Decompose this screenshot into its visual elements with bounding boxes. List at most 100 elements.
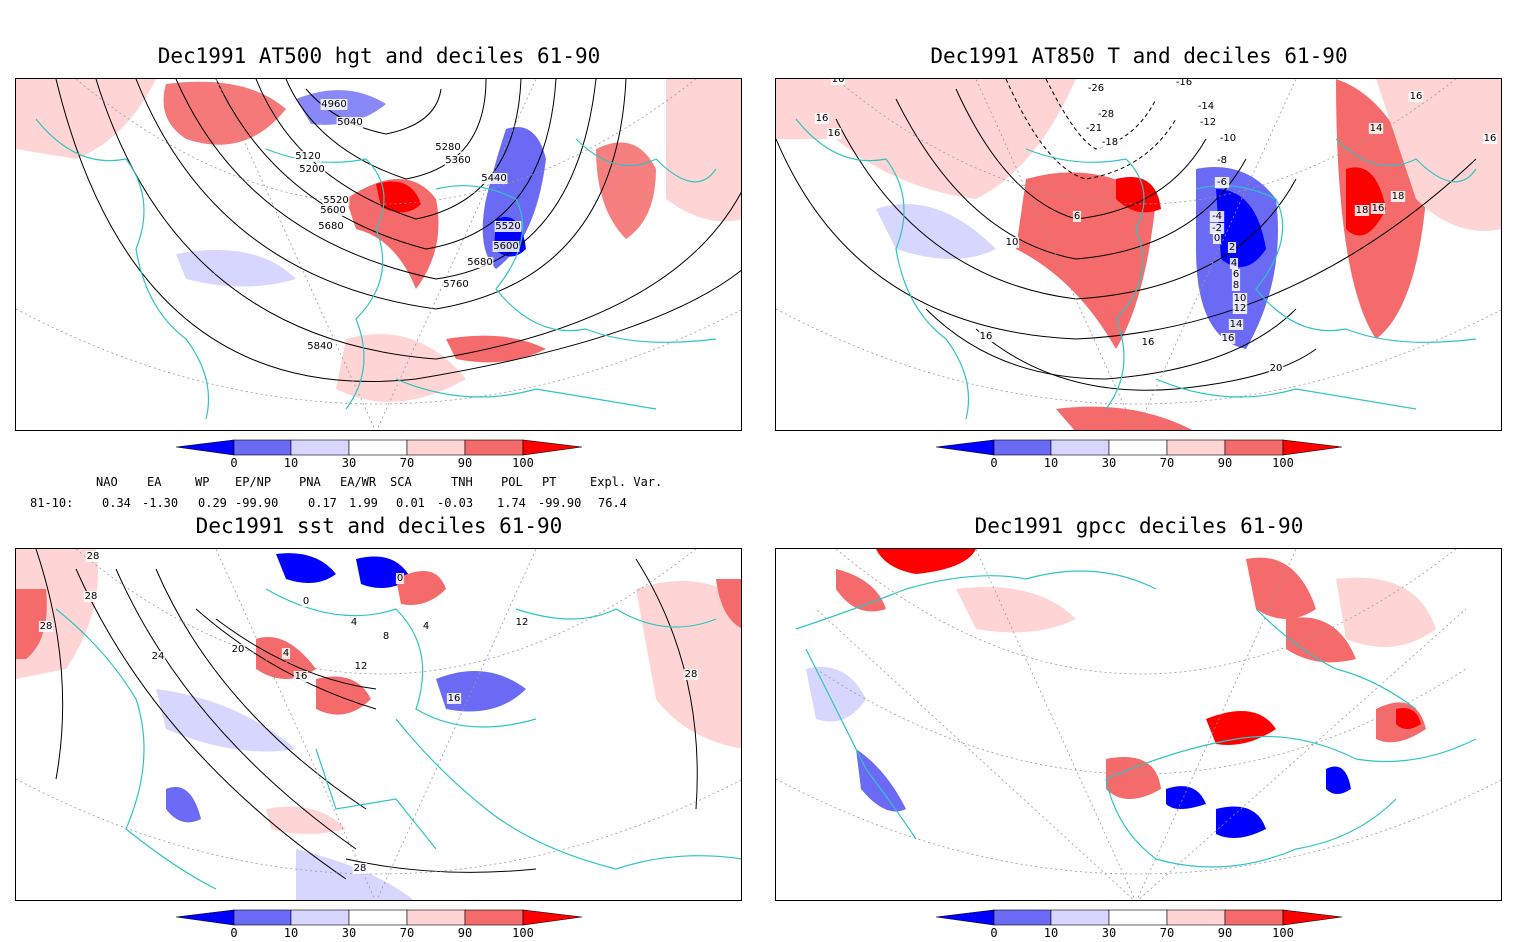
contour-label: 16 (1372, 203, 1385, 214)
contour-label-bg (446, 693, 462, 704)
contour-label: 28 (87, 551, 100, 562)
contour-label: 5120 (295, 151, 320, 162)
contour-label: 28 (85, 591, 98, 602)
contour-label-bg (1099, 137, 1121, 148)
contour-label: 16 (1142, 337, 1155, 348)
index-value-cell: -0.03 (437, 496, 474, 510)
colorbar-segment (290, 909, 350, 926)
colorbar-segment (935, 909, 995, 926)
colorbar-segment (406, 909, 466, 926)
contour-label: 4 (283, 648, 289, 659)
colorbar-t850 (935, 439, 1343, 456)
contour-label-bg (830, 79, 846, 85)
contour-label: -14 (1198, 101, 1214, 112)
colorbar-tick-label: 70 (399, 926, 415, 940)
contour-label-bg (444, 155, 472, 166)
contour-label-bg (1173, 79, 1195, 88)
contour-label: 14 (1370, 123, 1383, 134)
contour-label-bg (434, 142, 462, 153)
colorbar-segment (1108, 909, 1168, 926)
colorbar-segment (1050, 439, 1110, 456)
contour-label: 4 (1231, 258, 1237, 269)
colorbar-segment (1224, 909, 1284, 926)
contour-label-bg (1370, 203, 1386, 214)
contour-label-bg (281, 648, 291, 659)
contour-label-bg (466, 257, 494, 268)
index-header-cell: PT (542, 475, 557, 489)
colorbar-segment (233, 439, 292, 456)
contour-label-bg (1072, 211, 1082, 222)
contour-label-bg (301, 596, 311, 607)
contour-label-bg (1231, 269, 1241, 280)
colorbar-segment (1282, 909, 1343, 926)
index-header-cell: EA (147, 475, 162, 489)
contour-label-bg (1408, 91, 1424, 102)
colorbar-segment (1282, 439, 1343, 456)
colorbar-tick-label: 70 (1159, 456, 1175, 470)
colorbar-ticks-hgt500: 0 10 30 70 90 100 (174, 456, 594, 472)
contour-label-bg (353, 661, 369, 672)
colorbar-tick-label: 90 (1217, 456, 1233, 470)
colorbar-segment (935, 439, 995, 456)
contour-label-bg (1209, 223, 1225, 234)
index-value-cell: 1.74 (497, 496, 526, 510)
contour-label: 24 (152, 651, 165, 662)
contour-label-bg (1268, 363, 1284, 374)
index-header-row: NAO EA WP EP/NP PNA EA/WR SCA TNH POL PT Expl. Var… (30, 475, 730, 491)
index-value-cell: 0.29 (198, 496, 227, 510)
contour-label-bg (1220, 333, 1236, 344)
contour-label-bg (320, 99, 348, 110)
colorbar-tick-label: 30 (1101, 456, 1117, 470)
contour-label: -21 (1086, 123, 1102, 134)
colorbar-segment (406, 439, 466, 456)
index-header-cell: NAO (96, 475, 118, 489)
contour-label: -12 (1200, 117, 1216, 128)
contour-label: 18 (1392, 191, 1405, 202)
colorbar-segment (1166, 909, 1226, 926)
contour-label: 0 (397, 573, 403, 584)
colorbar-segment (348, 439, 408, 456)
contour-label-bg (492, 241, 520, 252)
contour-label: -16 (1176, 79, 1192, 88)
colorbar-ticks-sst: 0 10 30 70 90 100 (174, 926, 594, 942)
contour-label-bg (1368, 123, 1384, 134)
colorbar-segment (1166, 439, 1226, 456)
map-panel-gpcc (775, 548, 1502, 901)
panel-title-gpcc: Dec1991 gpcc deciles 61-90 (974, 514, 1304, 538)
contour-label-bg (1390, 191, 1406, 202)
contour-label: 2 (1229, 242, 1235, 253)
contour-label: 12 (516, 617, 529, 628)
colorbar-segment (993, 909, 1052, 926)
contour-label: 5520 (495, 221, 520, 232)
colorbar-tick-label: 90 (1217, 926, 1233, 940)
index-value-cell: 76.4 (598, 496, 627, 510)
anomaly-max (376, 181, 421, 213)
contour-label: 5360 (445, 155, 470, 166)
colorbar-tick-label: 100 (512, 926, 534, 940)
colorbar-tick-label: 0 (990, 456, 998, 470)
contour-label-bg (494, 221, 522, 232)
colorbar-tick-label: 100 (1272, 456, 1294, 470)
contour-label-bg (230, 644, 246, 655)
index-value-cell: 0.17 (308, 496, 337, 510)
colorbar-tick-label: 10 (283, 456, 299, 470)
index-header-cell: SCA (390, 475, 412, 489)
contour-label: -2 (1212, 223, 1222, 234)
colorbar-segment (1108, 439, 1168, 456)
colorbar-tick-label: 90 (457, 926, 473, 940)
contour-label-bg (293, 671, 309, 682)
contour-label-bg (294, 151, 322, 162)
contour-label: 5440 (481, 173, 506, 184)
contour-label-bg (1212, 233, 1222, 244)
contour-label: 16 (448, 693, 461, 704)
colorbar-tick-label: 70 (1159, 926, 1175, 940)
contour-label-bg (322, 195, 350, 206)
map-panel-t850: 16 16 16 16 -26 -28 -21 -18 -16 -14 -12 -10 -8 -6 6 10-… (775, 78, 1502, 431)
contour-label: -10 (1220, 133, 1236, 144)
contour-label-bg (85, 551, 101, 562)
contour-label: 12 (1234, 303, 1247, 314)
contour-label-bg (1227, 242, 1237, 253)
colorbar-segment (175, 439, 235, 456)
contour-label: -28 (1098, 109, 1114, 120)
index-header-cell: PNA (299, 475, 321, 489)
